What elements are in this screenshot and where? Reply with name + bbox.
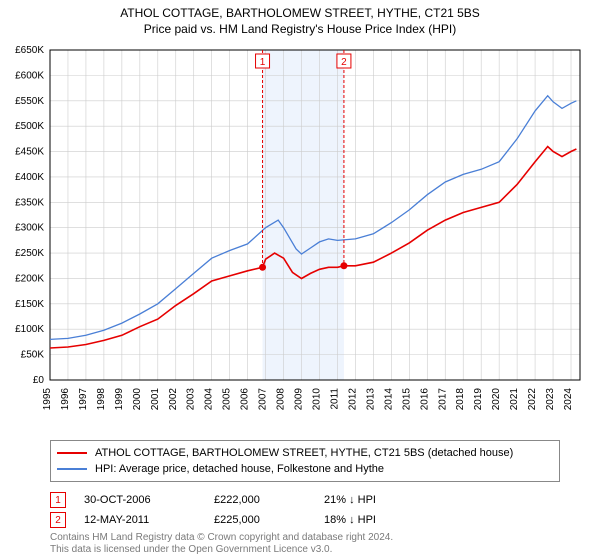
svg-text:2009: 2009 — [294, 388, 305, 411]
transaction-1-date: 30-OCT-2006 — [84, 494, 214, 506]
chart-area: £0 £50K £100K £150K £200K £250K £300K £350K £400… — [0, 40, 600, 420]
svg-text:£150K: £150K — [15, 299, 44, 310]
svg-text:2023: 2023 — [545, 388, 556, 411]
legend-swatch-property — [57, 452, 87, 454]
title-block: ATHOL COTTAGE, BARTHOLOMEW STREET, HYTHE… — [0, 0, 600, 36]
svg-text:2018: 2018 — [455, 388, 466, 411]
svg-text:2004: 2004 — [204, 388, 215, 411]
svg-text:2010: 2010 — [311, 388, 322, 411]
svg-text:£600K: £600K — [15, 70, 44, 81]
footer-line2: This data is licensed under the Open Gov… — [50, 544, 393, 556]
svg-text:2014: 2014 — [383, 388, 394, 411]
transaction-marker-2-num: 2 — [55, 515, 61, 526]
svg-text:2021: 2021 — [509, 388, 520, 411]
svg-text:2013: 2013 — [365, 388, 376, 411]
transaction-2-price: £225,000 — [214, 514, 324, 526]
svg-text:2001: 2001 — [150, 388, 161, 411]
svg-text:2: 2 — [341, 57, 347, 68]
svg-text:2024: 2024 — [563, 388, 574, 411]
legend-label-hpi: HPI: Average price, detached house, Folk… — [95, 463, 384, 475]
svg-text:1996: 1996 — [60, 388, 71, 411]
svg-text:2003: 2003 — [186, 388, 197, 411]
svg-text:2016: 2016 — [419, 388, 430, 411]
legend-swatch-hpi — [57, 468, 87, 470]
svg-text:1: 1 — [260, 57, 266, 68]
transaction-marker-2: 2 — [50, 512, 66, 528]
svg-text:£350K: £350K — [15, 197, 44, 208]
svg-text:2006: 2006 — [240, 388, 251, 411]
chart-container: ATHOL COTTAGE, BARTHOLOMEW STREET, HYTHE… — [0, 0, 600, 560]
svg-text:£100K: £100K — [15, 324, 44, 335]
svg-text:2017: 2017 — [437, 388, 448, 411]
svg-text:£400K: £400K — [15, 172, 44, 183]
svg-text:£450K: £450K — [15, 147, 44, 158]
transaction-1-delta: 21% ↓ HPI — [324, 494, 434, 506]
legend: ATHOL COTTAGE, BARTHOLOMEW STREET, HYTHE… — [50, 440, 560, 482]
legend-item-property: ATHOL COTTAGE, BARTHOLOMEW STREET, HYTHE… — [57, 445, 553, 461]
svg-text:2022: 2022 — [527, 388, 538, 411]
svg-text:£300K: £300K — [15, 223, 44, 234]
svg-text:2005: 2005 — [222, 388, 233, 411]
svg-text:£200K: £200K — [15, 273, 44, 284]
transaction-row-2: 2 12-MAY-2011 £225,000 18% ↓ HPI — [50, 510, 434, 530]
svg-text:1995: 1995 — [42, 388, 53, 411]
svg-text:1997: 1997 — [78, 388, 89, 411]
svg-text:2002: 2002 — [168, 388, 179, 411]
title-subtitle: Price paid vs. HM Land Registry's House … — [0, 22, 600, 36]
chart-svg: £0 £50K £100K £150K £200K £250K £300K £350K £400… — [0, 40, 600, 420]
svg-text:2011: 2011 — [329, 388, 340, 410]
transaction-row-1: 1 30-OCT-2006 £222,000 21% ↓ HPI — [50, 490, 434, 510]
svg-text:2015: 2015 — [401, 388, 412, 411]
svg-text:£550K: £550K — [15, 96, 44, 107]
svg-text:1998: 1998 — [96, 388, 107, 411]
svg-text:2007: 2007 — [258, 388, 269, 411]
transaction-2-date: 12-MAY-2011 — [84, 514, 214, 526]
legend-label-property: ATHOL COTTAGE, BARTHOLOMEW STREET, HYTHE… — [95, 447, 513, 459]
title-address: ATHOL COTTAGE, BARTHOLOMEW STREET, HYTHE… — [0, 6, 600, 20]
svg-text:£0: £0 — [33, 375, 45, 386]
transaction-marker-1: 1 — [50, 492, 66, 508]
transaction-1-price: £222,000 — [214, 494, 324, 506]
svg-text:£250K: £250K — [15, 248, 44, 259]
svg-text:2019: 2019 — [473, 388, 484, 411]
footer-note: Contains HM Land Registry data © Crown c… — [50, 532, 393, 556]
svg-text:£500K: £500K — [15, 121, 44, 132]
svg-text:2000: 2000 — [132, 388, 143, 411]
svg-text:1999: 1999 — [114, 388, 125, 411]
svg-text:2008: 2008 — [276, 388, 287, 411]
svg-text:2020: 2020 — [491, 388, 502, 411]
svg-text:£650K: £650K — [15, 45, 44, 56]
svg-text:2012: 2012 — [347, 388, 358, 411]
footer-line1: Contains HM Land Registry data © Crown c… — [50, 532, 393, 544]
transaction-2-delta: 18% ↓ HPI — [324, 514, 434, 526]
transaction-marker-1-num: 1 — [55, 495, 61, 506]
transactions-table: 1 30-OCT-2006 £222,000 21% ↓ HPI 2 12-MA… — [50, 490, 434, 530]
svg-text:£50K: £50K — [21, 350, 45, 361]
legend-item-hpi: HPI: Average price, detached house, Folk… — [57, 461, 553, 477]
